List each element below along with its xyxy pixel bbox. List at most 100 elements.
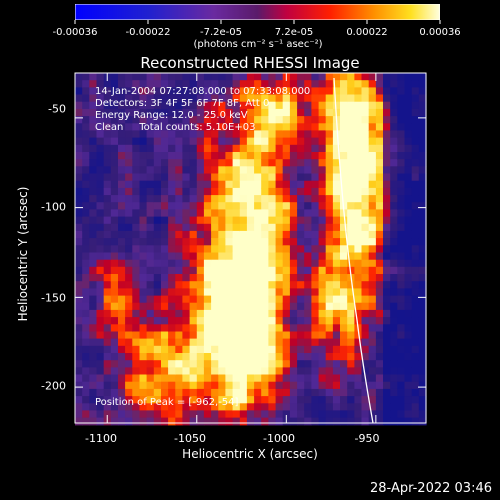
heatmap-cell [390,116,398,124]
heatmap-cell [261,331,269,340]
heatmap-cell [347,195,355,203]
heatmap-cell [103,381,112,390]
heatmap-cell [268,152,277,160]
heatmap-cell [282,274,291,282]
heatmap-cell [282,195,291,203]
heatmap-cell [289,73,298,81]
heatmap-cell [254,108,262,117]
heatmap-cell [182,130,191,139]
heatmap-cell [125,388,133,397]
heatmap-cell [289,281,298,289]
heatmap-cell [168,230,176,239]
heatmap-cell [218,410,227,419]
heatmap-cell [175,209,184,218]
heatmap-cell [211,245,219,254]
heatmap-cell [146,281,155,289]
heatmap-cell [153,166,162,175]
heatmap-cell [75,187,83,196]
heatmap-cell [96,388,105,397]
heatmap-cell [211,187,219,196]
heatmap-cell [368,266,377,275]
heatmap-cell [189,230,198,239]
heatmap-cell [82,101,90,110]
heatmap-cell [332,173,341,182]
heatmap-cell [89,180,98,189]
heatmap-cell [340,159,348,167]
heatmap-cell [232,410,241,419]
heatmap-cell [139,388,148,397]
heatmap-cell [168,166,176,175]
heatmap-cell [125,144,133,153]
heatmap-cell [182,309,191,318]
heatmap-cell [261,345,269,354]
heatmap-cell [354,87,363,96]
heatmap-cell [325,101,334,110]
heatmap-cell [354,187,363,196]
heatmap-cell [175,173,184,182]
colorbar-tick-marks [74,20,441,24]
heatmap-cell [153,223,162,232]
heatmap-cell [189,302,198,311]
heatmap-cell [139,116,148,124]
heatmap-cell [103,195,112,203]
heatmap-cell [146,144,155,153]
heatmap-cell [225,94,234,103]
heatmap-cell [103,130,112,139]
heatmap-cell [246,173,255,182]
heatmap-cell [196,295,205,304]
heatmap-cell [325,230,334,239]
heatmap-cell [390,317,398,325]
heatmap-cell [383,309,391,318]
heatmap-cell [282,209,291,218]
heatmap-cell [196,123,205,132]
heatmap-cell [125,87,133,96]
heatmap-cell [203,152,212,160]
heatmap-cell [203,374,212,383]
heatmap-cell [175,353,184,361]
heatmap-cell [289,187,298,196]
heatmap-cell [146,288,155,297]
heatmap-cell [268,367,277,376]
heatmap-cell [354,166,363,175]
heatmap-cell [246,381,255,390]
heatmap-cell [254,137,262,146]
heatmap-cell [196,159,205,167]
heatmap-cell [196,216,205,225]
heatmap-cell [161,374,169,383]
heatmap-cell [368,123,377,132]
heatmap-cell [110,180,119,189]
heatmap-cell [139,331,148,340]
heatmap-cell [390,180,398,189]
heatmap-cell [311,374,320,383]
heatmap-cell [325,317,334,325]
heatmap-cell [239,116,248,124]
heatmap-cell [146,252,155,261]
heatmap-cell [89,403,98,412]
heatmap-cell [275,353,284,361]
heatmap-cell [168,396,176,404]
heatmap-cell [311,101,320,110]
heatmap-cell [139,417,148,426]
heatmap-cell [332,101,341,110]
heatmap-cell [289,381,298,390]
heatmap-cell [239,252,248,261]
heatmap-cell [297,80,305,88]
heatmap-cell [153,338,162,347]
heatmap-cell [246,288,255,297]
heatmap-cell [390,209,398,218]
heatmap-cell [275,152,284,160]
heatmap-cell [203,324,212,333]
heatmap-cell [340,266,348,275]
heatmap-cell [132,87,141,96]
heatmap-cell [189,274,198,282]
peak-position-label: Position of Peak = [-962,-54] [95,397,239,408]
heatmap-cell [354,152,363,160]
heatmap-cell [311,209,320,218]
heatmap-cell [189,295,198,304]
heatmap-cell [304,374,312,383]
heatmap-cell [96,281,105,289]
heatmap-cell [82,223,90,232]
heatmap-cell [304,367,312,376]
heatmap-cell [383,396,391,404]
heatmap-cell [340,302,348,311]
